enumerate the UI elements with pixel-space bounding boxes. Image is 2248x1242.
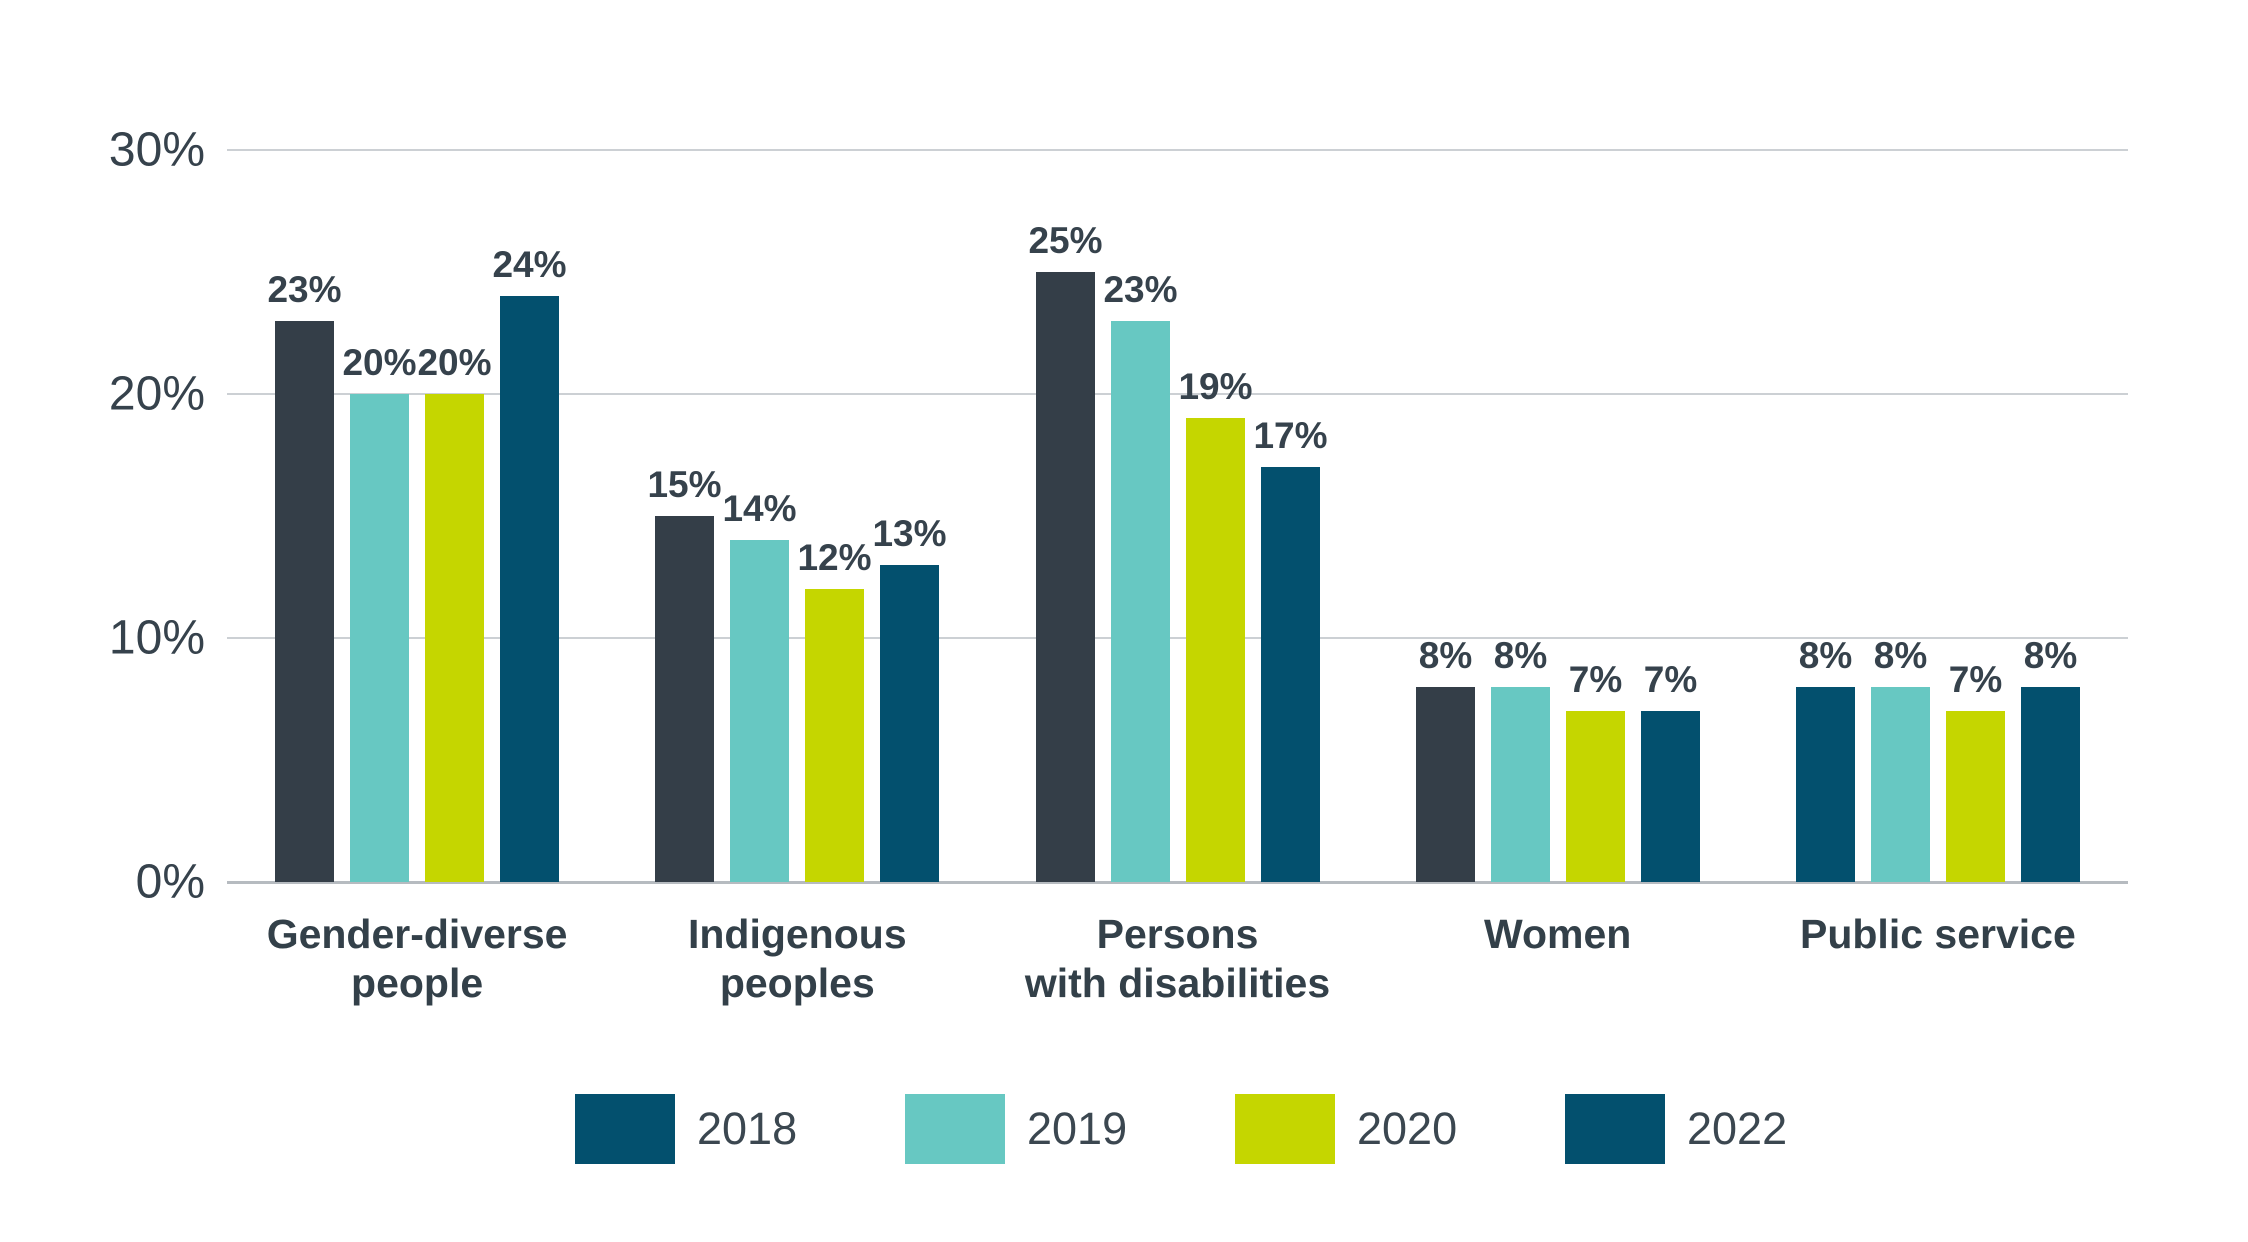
category-label-line: Persons xyxy=(1096,911,1259,957)
bar-value-label: 8% xyxy=(1873,635,1928,676)
bar-value-label: 23% xyxy=(267,269,342,310)
legend-label: 2022 xyxy=(1687,1103,1788,1154)
legend-item-2019: 2019 xyxy=(905,1094,1127,1164)
bar-2022-indigenous-peoples xyxy=(880,565,939,882)
x-axis-line xyxy=(227,881,2128,884)
bar-value-label: 8% xyxy=(2023,635,2078,676)
bar-value-label: 8% xyxy=(1493,635,1548,676)
bar-value-label: 20% xyxy=(417,342,492,383)
category-label-line: Women xyxy=(1484,911,1632,957)
bar-value-label: 13% xyxy=(872,513,947,554)
x-axis-category-label: Indigenous peoples xyxy=(688,910,907,1008)
bar-2020-persons-with-disabilities xyxy=(1186,418,1245,882)
gridline xyxy=(227,637,2128,639)
y-axis-tick-label: 0% xyxy=(135,855,205,909)
bar-value-label: 17% xyxy=(1253,415,1328,456)
bar-value-label: 20% xyxy=(342,342,417,383)
bar-2019-women xyxy=(1491,687,1550,882)
bar-value-label: 23% xyxy=(1103,269,1178,310)
bar-value-label: 25% xyxy=(1028,220,1103,261)
bar-value-label: 14% xyxy=(722,488,797,529)
y-axis-tick-label: 30% xyxy=(108,123,205,177)
bar-2018-persons-with-disabilities xyxy=(1036,272,1095,882)
x-axis-category-label: Public service xyxy=(1800,910,2076,959)
y-axis-tick-label: 10% xyxy=(108,611,205,665)
gridline xyxy=(227,149,2128,151)
bar-2018-indigenous-peoples xyxy=(655,516,714,882)
bar-2022-public-service xyxy=(2021,687,2080,882)
bar-value-label: 19% xyxy=(1178,366,1253,407)
legend-swatch-2020 xyxy=(1235,1094,1335,1164)
bar-2020-gender-diverse-people xyxy=(425,394,484,882)
legend-label: 2018 xyxy=(697,1103,798,1154)
bar-value-label: 12% xyxy=(797,537,872,578)
category-label-line: with disabilities xyxy=(1024,960,1331,1006)
bar-2018-public-service xyxy=(1796,687,1855,882)
bar-2018-women xyxy=(1416,687,1475,882)
legend-swatch-2022 xyxy=(1565,1094,1665,1164)
bar-2020-women xyxy=(1566,711,1625,882)
bar-2020-public-service xyxy=(1946,711,2005,882)
legend-swatch-2019 xyxy=(905,1094,1005,1164)
bar-2019-public-service xyxy=(1871,687,1930,882)
bar-2020-indigenous-peoples xyxy=(805,589,864,882)
legend-label: 2020 xyxy=(1357,1103,1458,1154)
legend-label: 2019 xyxy=(1027,1103,1128,1154)
bar-value-label: 15% xyxy=(647,464,722,505)
legend-item-2022: 2022 xyxy=(1565,1094,1787,1164)
x-axis-category-label: Gender-diverse people xyxy=(267,910,568,1008)
bar-value-label: 8% xyxy=(1418,635,1473,676)
category-label-line: Public service xyxy=(1800,911,2076,957)
bar-2019-persons-with-disabilities xyxy=(1111,321,1170,882)
bar-value-label: 7% xyxy=(1643,659,1698,700)
bar-2018-gender-diverse-people xyxy=(275,321,334,882)
bar-value-label: 24% xyxy=(492,244,567,285)
category-label-line: peoples xyxy=(719,960,875,1006)
legend-swatch-2018 xyxy=(575,1094,675,1164)
bar-value-label: 7% xyxy=(1948,659,2003,700)
bar-2019-gender-diverse-people xyxy=(350,394,409,882)
bar-value-label: 7% xyxy=(1568,659,1623,700)
bar-2022-women xyxy=(1641,711,1700,882)
gridline xyxy=(227,393,2128,395)
bar-2022-gender-diverse-people xyxy=(500,296,559,882)
x-axis-category-label: Persons with disabilities xyxy=(1025,910,1330,1008)
category-label-line: Indigenous xyxy=(687,911,907,957)
y-axis-tick-label: 20% xyxy=(108,367,205,421)
bar-2022-persons-with-disabilities xyxy=(1261,467,1320,882)
category-label-line: people xyxy=(351,960,484,1006)
legend-item-2018: 2018 xyxy=(575,1094,797,1164)
category-label-line: Gender-diverse xyxy=(266,911,568,957)
bar-value-label: 8% xyxy=(1798,635,1853,676)
bar-2019-indigenous-peoples xyxy=(730,540,789,882)
legend-item-2020: 2020 xyxy=(1235,1094,1457,1164)
x-axis-category-label: Women xyxy=(1484,910,1631,959)
